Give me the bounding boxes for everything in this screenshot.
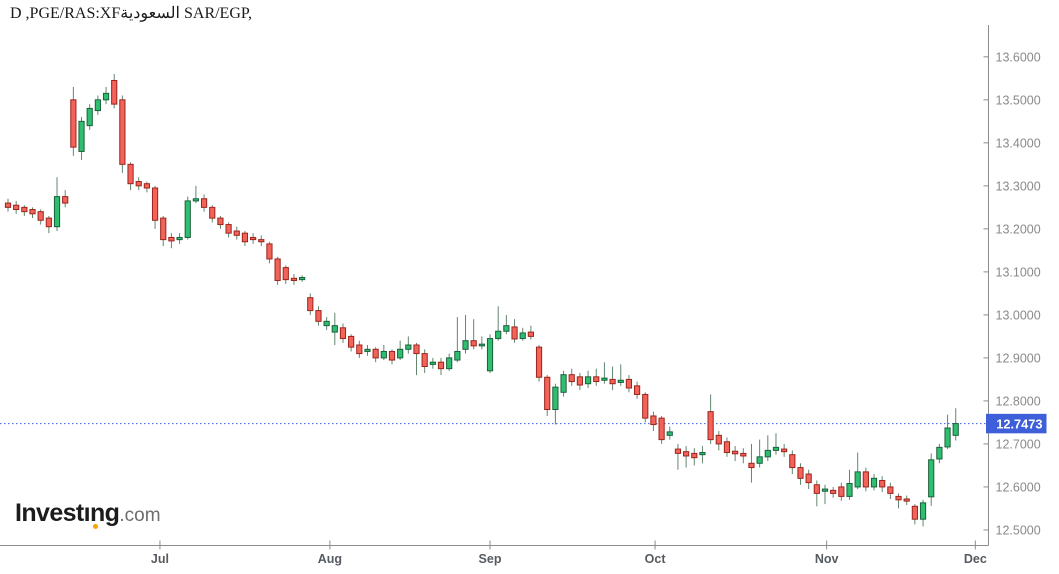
svg-text:12.7000: 12.7000 (996, 437, 1041, 451)
svg-text:13.2000: 13.2000 (996, 222, 1041, 236)
svg-text:Sep: Sep (479, 552, 502, 566)
logo-text: Investıng (15, 499, 120, 529)
svg-text:13.5000: 13.5000 (996, 93, 1041, 107)
symbol-title-right: SAR/EGP, (179, 5, 253, 22)
svg-text:12.5000: 12.5000 (996, 523, 1041, 537)
svg-text:Oct: Oct (645, 552, 667, 566)
svg-text:12.8000: 12.8000 (996, 394, 1041, 408)
svg-text:Dec: Dec (964, 552, 987, 566)
symbol-title-arabic: السعودية (120, 5, 180, 22)
logo-suffix: .com (119, 505, 161, 526)
svg-text:13.4000: 13.4000 (996, 136, 1041, 150)
svg-text:12.6000: 12.6000 (996, 480, 1041, 494)
logo-orange-dot (92, 524, 98, 529)
svg-text:12.7473: 12.7473 (996, 416, 1042, 431)
svg-text:13.6000: 13.6000 (996, 50, 1041, 64)
svg-text:Nov: Nov (815, 552, 839, 566)
svg-text:Jul: Jul (151, 552, 169, 566)
last-price-badge: 12.7473 (986, 413, 1047, 434)
investing-watermark: Investıng .com (15, 499, 161, 531)
svg-text:12.9000: 12.9000 (996, 351, 1041, 365)
price-axis[interactable]: 13.6000 13.5000 13.4000 13.3000 13.2000 13.10… (983, 50, 1041, 537)
svg-text:13.1000: 13.1000 (996, 265, 1041, 279)
candles-layer (4, 74, 959, 527)
svg-text:13.3000: 13.3000 (996, 179, 1041, 193)
symbol-title: D ,PGE/RAS:XFالسعودية SAR/EGP, (10, 3, 252, 23)
svg-text:13.0000: 13.0000 (996, 308, 1041, 322)
time-axis[interactable]: Jul Aug Sep Oct Nov Dec (151, 540, 987, 567)
symbol-title-left: D ,PGE/RAS:XF (10, 5, 121, 22)
axes (0, 25, 989, 546)
svg-text:Aug: Aug (318, 552, 342, 566)
